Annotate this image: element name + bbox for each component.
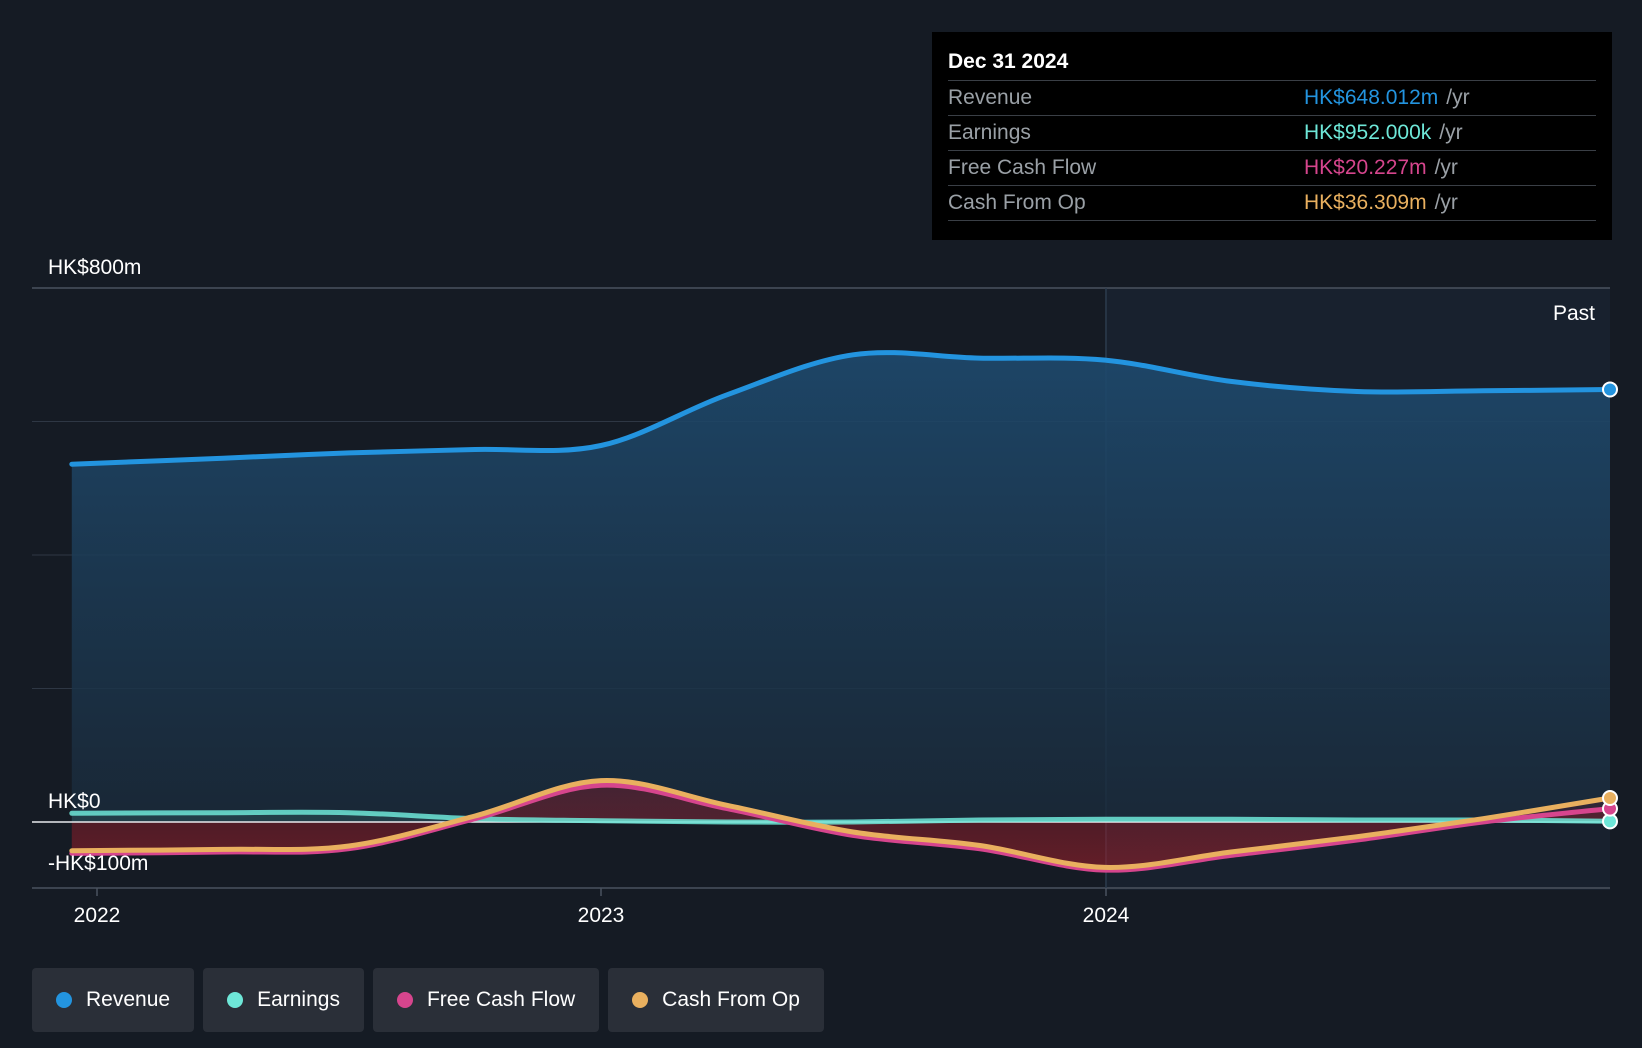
series-areas — [32, 352, 1610, 871]
legend: Revenue Earnings Free Cash Flow Cash Fro… — [32, 968, 824, 1032]
tooltip-row-name: Revenue — [948, 86, 1033, 109]
tooltip-row-value: HK$648.012m — [1304, 86, 1439, 109]
tooltip-row-unit: /yr — [1446, 86, 1470, 109]
free-cash-flow-line — [69, 782, 1613, 873]
legend-label: Earnings — [257, 988, 340, 1011]
revenue-dot-icon — [56, 992, 72, 1008]
tooltip-row-unit: /yr — [1439, 121, 1463, 144]
y-axis-labels: HK$800m HK$0 -HK$100m — [48, 256, 148, 875]
free-cash-flow-dot-icon — [396, 992, 413, 1008]
series-endpoints — [1602, 381, 1618, 830]
tooltip-row-revenue: Revenue HK$648.012m /yr — [948, 81, 1596, 116]
x-axis-labels: 2022 2023 2024 — [74, 904, 1130, 927]
x-tick-label: 2022 — [74, 904, 121, 927]
tooltip-row-name: Free Cash Flow — [948, 156, 1097, 179]
tooltip-row-cash-from-op: Cash From Op HK$36.309m /yr — [948, 186, 1596, 221]
legend-label: Free Cash Flow — [426, 988, 576, 1011]
revenue-area — [71, 352, 1610, 822]
legend-label: Cash From Op — [662, 988, 800, 1011]
tooltip-row-unit: /yr — [1434, 156, 1458, 179]
tooltip-row-value: HK$36.309m — [1304, 191, 1427, 214]
cash-from-op-line — [69, 778, 1613, 870]
chart: HK$800m HK$0 -HK$100m 2022 2023 2024 Past — [32, 256, 1618, 927]
tooltip-row-earnings: Earnings HK$952.000k /yr — [948, 116, 1596, 151]
legend-item-cash-from-op[interactable]: Cash From Op — [608, 968, 824, 1032]
tooltip-row-free-cash-flow: Free Cash Flow HK$20.227m /yr — [948, 151, 1596, 186]
tooltip-row-name: Earnings — [948, 121, 1031, 144]
y-tick-label: HK$800m — [48, 256, 141, 279]
revenue-endpoint — [1602, 381, 1618, 398]
earnings-line — [69, 809, 1613, 825]
tooltip-row-value: HK$952.000k — [1304, 121, 1432, 144]
cash-from-op-dot-icon — [632, 992, 649, 1008]
y-tick-label: HK$0 — [48, 790, 101, 813]
revenue-line — [69, 350, 1613, 467]
earnings-dot-icon — [227, 992, 244, 1008]
legend-item-earnings[interactable]: Earnings — [203, 968, 364, 1032]
y-tick-label: -HK$100m — [48, 852, 148, 875]
tooltip-row-value: HK$20.227m — [1304, 156, 1427, 179]
x-tick-label: 2024 — [1083, 904, 1130, 927]
tooltip: Dec 31 2024 Revenue HK$648.012m /yr Earn… — [932, 32, 1612, 240]
legend-item-free-cash-flow[interactable]: Free Cash Flow — [372, 968, 600, 1032]
past-label: Past — [1553, 302, 1595, 325]
cash-from-op-endpoint — [1602, 789, 1618, 806]
legend-item-revenue[interactable]: Revenue — [32, 968, 195, 1032]
legend-label: Revenue — [86, 988, 171, 1011]
tooltip-date: Dec 31 2024 — [948, 46, 1596, 81]
series-lines — [69, 350, 1613, 873]
tooltip-row-name: Cash From Op — [948, 191, 1086, 214]
x-tick-label: 2023 — [578, 904, 625, 927]
tooltip-row-unit: /yr — [1434, 191, 1458, 214]
